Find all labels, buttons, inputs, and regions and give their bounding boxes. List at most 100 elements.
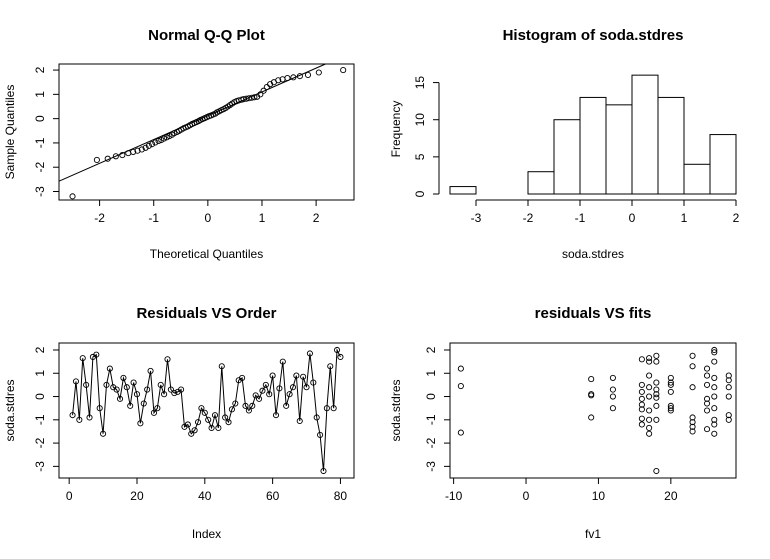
order-point	[161, 391, 168, 398]
order-point	[144, 386, 151, 393]
fits-point	[638, 356, 645, 363]
fits-point	[725, 384, 732, 391]
hist-bar	[683, 163, 711, 195]
hist-x-tick-label: -2	[523, 211, 534, 225]
qq-y-tick-label: 1	[33, 91, 47, 98]
order-point	[272, 412, 280, 419]
fits-point	[667, 402, 674, 409]
hist-bar	[527, 171, 555, 195]
order-point	[69, 412, 76, 419]
qq-reference-line	[58, 63, 326, 182]
fits-y-tick-label: -1	[424, 414, 438, 425]
qq-point	[284, 75, 291, 82]
qq-point	[315, 69, 322, 76]
fits-point	[711, 416, 718, 423]
fits-point	[638, 401, 645, 408]
qq-point	[112, 153, 119, 160]
fits-point	[703, 400, 711, 407]
order-point	[106, 365, 113, 372]
qq-point	[125, 150, 132, 157]
order-point	[184, 421, 191, 428]
order-point	[137, 420, 144, 427]
order-point	[333, 346, 341, 354]
qq-x-tick-label: -1	[148, 211, 159, 225]
hist-bar	[605, 104, 633, 195]
fits-point	[638, 395, 645, 402]
fits-point	[646, 416, 653, 423]
fits-point	[653, 352, 660, 359]
qq-point	[155, 137, 162, 145]
fits-point	[646, 355, 653, 362]
qq-y-tick-label: -3	[33, 186, 47, 197]
order-y-label: soda.stdres	[3, 379, 17, 441]
fits-point	[638, 406, 645, 413]
order-point	[86, 414, 93, 421]
order-point	[286, 391, 293, 398]
order-point	[279, 358, 286, 365]
qq-point	[340, 67, 347, 74]
order-point	[266, 391, 273, 398]
qq-point	[152, 139, 159, 146]
hist-bar	[631, 74, 659, 195]
hist-x-tick-label: -1	[575, 211, 586, 225]
fits-x-tick-label: 20	[664, 489, 678, 503]
qq-point	[251, 94, 258, 101]
order-point	[323, 405, 330, 412]
qq-title: Normal Q-Q Plot	[148, 27, 265, 44]
fits-point	[667, 374, 674, 381]
hist-bar	[709, 134, 737, 195]
fits-point	[653, 379, 660, 386]
order-point	[188, 430, 195, 437]
fits-point	[646, 424, 653, 432]
qq-point	[149, 141, 156, 148]
fits-point	[711, 405, 718, 412]
fits-y-tick-label: -2	[424, 437, 438, 448]
order-point	[256, 395, 263, 402]
order-point	[293, 372, 300, 379]
qq-point	[257, 91, 264, 98]
qq-panel: Normal Q-Q Plot Theoretical Quantiles Samp…	[3, 27, 355, 261]
hist-x-label: soda.stdres	[562, 247, 624, 261]
order-x-tick-label: 80	[334, 489, 348, 503]
order-point	[262, 381, 269, 388]
fits-point	[646, 358, 653, 365]
fits-point	[638, 415, 645, 422]
qq-y-tick-label: 0	[33, 115, 47, 122]
order-point	[225, 419, 232, 426]
order-point	[123, 384, 130, 391]
order-point	[167, 386, 174, 393]
order-x-label: Index	[192, 527, 221, 541]
fits-point	[711, 374, 718, 381]
hist-title: Histogram of soda.stdres	[503, 27, 684, 44]
fits-point	[609, 405, 616, 412]
fits-point	[689, 363, 696, 370]
order-point	[303, 384, 310, 391]
order-point	[289, 384, 297, 391]
order-point	[283, 402, 290, 409]
order-point	[222, 414, 229, 421]
fits-point	[646, 407, 653, 414]
fits-point	[638, 388, 645, 395]
order-point	[296, 417, 303, 425]
qq-point	[69, 193, 76, 200]
qq-point	[119, 152, 126, 159]
order-point	[133, 391, 141, 398]
qq-plot-frame	[58, 63, 355, 201]
qq-y-label: Sample Quantiles	[3, 85, 17, 180]
order-point	[201, 409, 208, 416]
order-point	[337, 353, 344, 361]
order-point	[317, 431, 324, 438]
order-x-tick-label: 60	[266, 489, 280, 503]
fits-point	[588, 392, 595, 399]
fits-point	[638, 381, 645, 388]
qq-point	[290, 74, 297, 81]
hist-bar	[579, 96, 607, 195]
order-point	[157, 381, 164, 388]
qq-point	[145, 142, 152, 149]
fits-point	[703, 381, 711, 388]
order-point	[252, 392, 259, 399]
fits-point	[667, 407, 674, 414]
order-x-tick-label: 20	[130, 489, 144, 503]
